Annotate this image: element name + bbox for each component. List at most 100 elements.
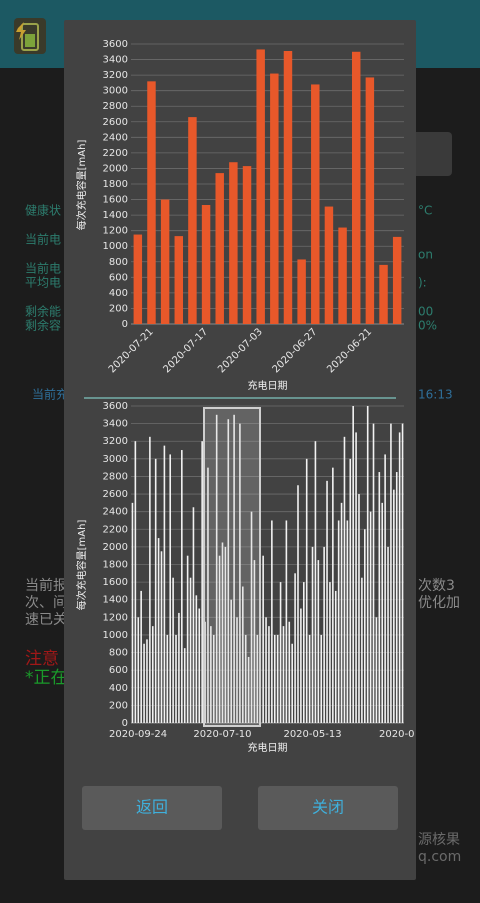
y-tick-label: 3000 xyxy=(103,454,128,465)
bar xyxy=(186,555,189,723)
bar xyxy=(242,166,252,324)
bar xyxy=(250,511,253,723)
bg-value: 16:13 xyxy=(418,388,453,402)
bar xyxy=(332,467,334,723)
bg-label: 当前电 xyxy=(25,261,61,276)
bar xyxy=(233,414,235,723)
bar xyxy=(294,573,296,723)
bar xyxy=(192,507,195,723)
bg-label: 剩余能 xyxy=(25,304,61,319)
bar xyxy=(195,595,198,723)
x-axis-label: 充电日期 xyxy=(248,741,288,754)
bg-value: °C xyxy=(418,204,432,218)
bar xyxy=(372,423,375,723)
y-tick-label: 3600 xyxy=(103,401,128,412)
y-tick-label: 2200 xyxy=(103,524,128,535)
bg-value: ): xyxy=(418,276,427,290)
bar xyxy=(227,419,230,723)
y-tick-label: 2600 xyxy=(103,489,128,500)
bg-notice: 次、间 xyxy=(25,595,67,611)
bar xyxy=(311,84,320,324)
bar xyxy=(392,236,402,324)
viewport-highlight xyxy=(203,407,261,727)
bar xyxy=(320,634,323,723)
bg-notice: 优化加 xyxy=(418,595,460,611)
bar xyxy=(352,406,354,723)
bar xyxy=(308,634,311,723)
x-tick-label: 2020-05-13 xyxy=(283,729,341,740)
bar xyxy=(340,502,343,723)
bar xyxy=(230,599,232,723)
bar xyxy=(146,639,148,723)
y-tick-label: 2200 xyxy=(103,148,128,159)
bar xyxy=(134,441,137,723)
y-tick-label: 2600 xyxy=(103,117,128,128)
bar xyxy=(160,199,170,324)
bg-notice: 速已关 xyxy=(25,612,67,628)
y-tick-label: 1800 xyxy=(103,179,128,190)
bar xyxy=(300,608,302,723)
bg-running: *正在 xyxy=(25,668,68,688)
bar xyxy=(236,617,238,723)
y-tick-label: 1400 xyxy=(103,595,128,606)
bar xyxy=(365,77,375,324)
bar xyxy=(172,577,174,723)
bar xyxy=(154,458,157,723)
y-tick-label: 1800 xyxy=(103,560,128,571)
y-tick-label: 1200 xyxy=(103,226,128,237)
bar xyxy=(375,617,378,723)
bar xyxy=(355,432,357,723)
x-tick-label: 2020-09-24 xyxy=(109,729,167,740)
bar xyxy=(215,173,224,324)
bar xyxy=(282,626,285,723)
bar xyxy=(131,502,134,723)
back-button-label[interactable]: 返回 xyxy=(136,798,168,817)
bar xyxy=(346,520,349,723)
bar xyxy=(401,423,404,723)
bar xyxy=(244,634,247,723)
y-tick-label: 2800 xyxy=(103,101,128,112)
bar xyxy=(337,520,340,723)
y-tick-label: 1400 xyxy=(103,210,128,221)
bar xyxy=(361,577,363,723)
bg-notice: 当前报 xyxy=(25,577,67,594)
bar xyxy=(149,436,151,723)
y-tick-label: 800 xyxy=(109,648,128,659)
bar xyxy=(207,467,209,723)
y-tick-label: 600 xyxy=(109,665,128,676)
bar xyxy=(343,436,346,723)
bar xyxy=(366,406,369,723)
bar xyxy=(291,643,293,723)
y-tick-label: 600 xyxy=(109,272,128,283)
bg-label: 当前充 xyxy=(32,387,68,402)
y-tick-label: 1000 xyxy=(103,630,128,641)
close-button[interactable] xyxy=(258,786,398,830)
y-tick-label: 3400 xyxy=(103,419,128,430)
bar xyxy=(215,414,218,723)
bar xyxy=(201,441,203,723)
y-tick-label: 3200 xyxy=(103,436,128,447)
bar xyxy=(253,560,256,723)
bar xyxy=(265,617,267,723)
bg-label: 健康状 xyxy=(25,203,61,218)
bar xyxy=(323,546,325,723)
bar xyxy=(204,621,206,723)
close-button-label[interactable]: 关闭 xyxy=(312,798,344,817)
bar xyxy=(178,612,180,723)
y-tick-label: 1000 xyxy=(103,241,128,252)
bg-warning: 注意 xyxy=(25,649,59,669)
bar xyxy=(384,454,386,723)
y-tick-label: 200 xyxy=(109,700,128,711)
bar xyxy=(270,73,279,324)
y-tick-label: 3200 xyxy=(103,70,128,81)
bar xyxy=(297,259,306,324)
bar xyxy=(229,162,238,324)
bar xyxy=(351,51,361,325)
bg-footer: 源核果 xyxy=(418,832,460,848)
back-button[interactable] xyxy=(82,786,222,830)
bar xyxy=(166,634,169,723)
bar xyxy=(317,560,320,723)
bar xyxy=(262,555,264,723)
bar xyxy=(334,590,337,723)
bar xyxy=(379,264,388,324)
